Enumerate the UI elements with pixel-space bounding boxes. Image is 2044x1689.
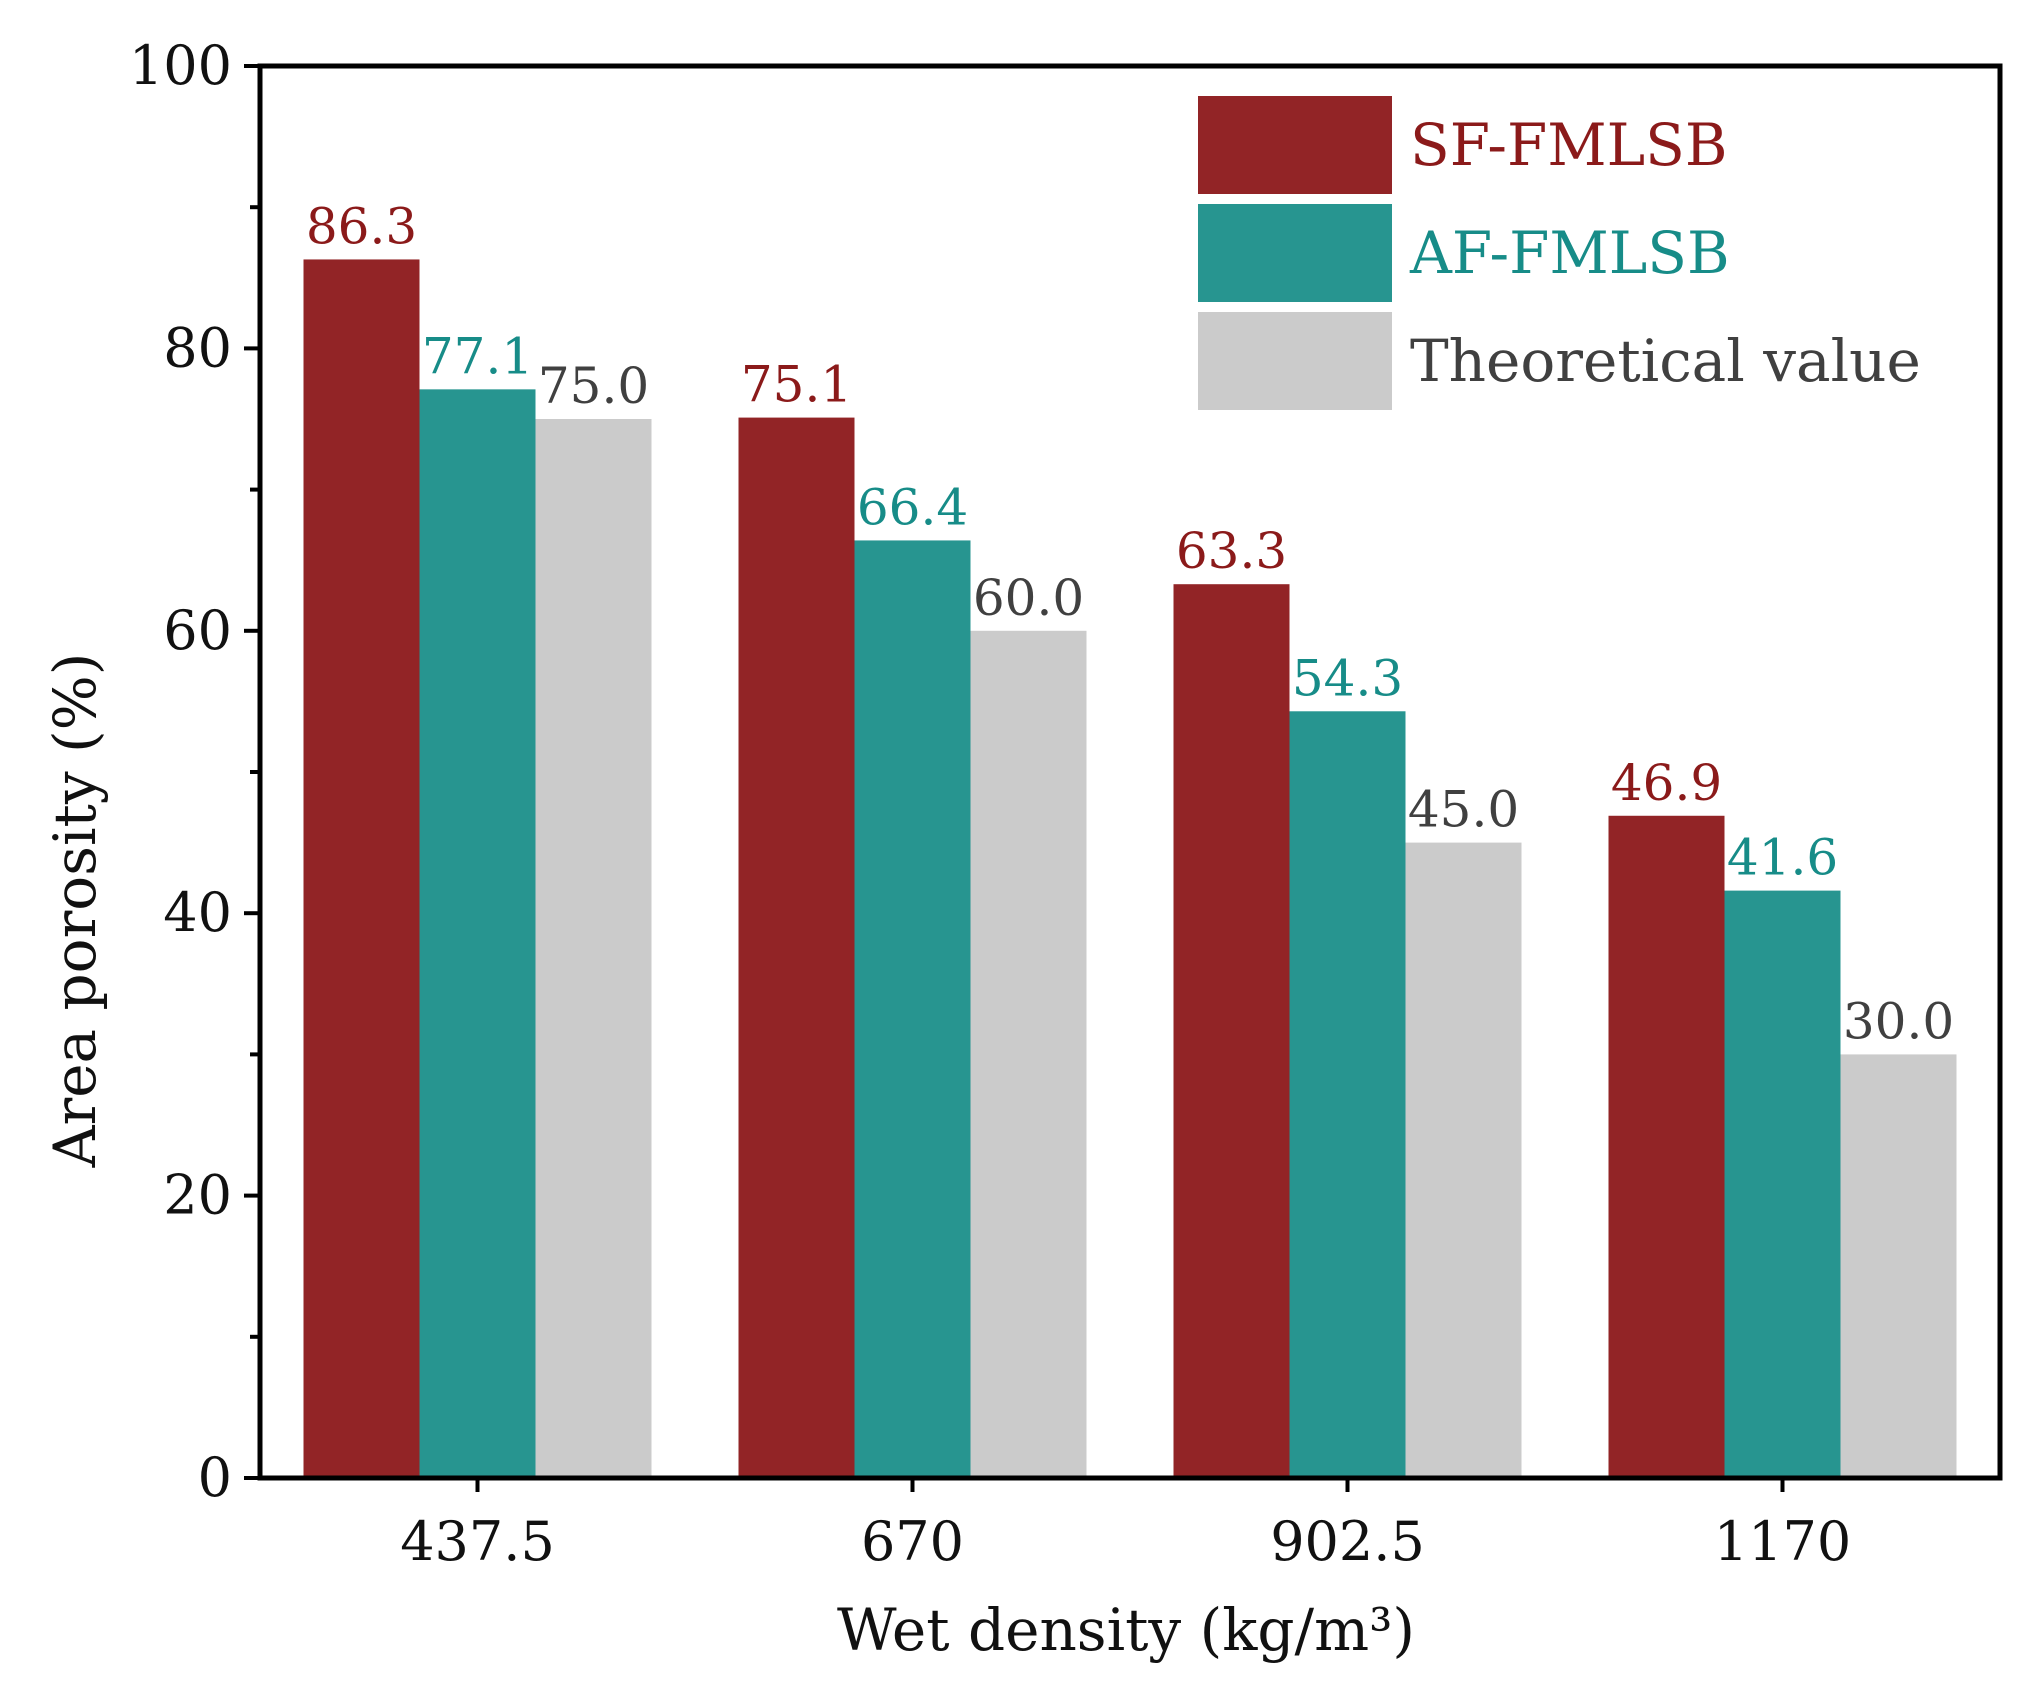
data-label: 75.0: [538, 357, 649, 415]
value-labels-layer: 86.3 75.1 63.3 46.9 77.1 66.4 54.3 41.6 75.0 60.0…: [306, 197, 1954, 1050]
y-tick-label: 60: [163, 599, 232, 662]
bar-theoretical-value-1: [970, 630, 1087, 1478]
bar-sf-fmlsb-3: [1608, 815, 1725, 1478]
bar-sf-fmlsb-1: [738, 417, 855, 1478]
x-axis-title: Wet density (kg/m³): [837, 1596, 1415, 1664]
bar-theoretical-value-0: [535, 419, 652, 1478]
bar-af-fmlsb-2: [1289, 711, 1406, 1478]
data-label: 54.3: [1292, 649, 1403, 707]
bar-af-fmlsb-1: [854, 540, 971, 1478]
legend-swatch: [1198, 204, 1392, 302]
y-tick-label: 80: [163, 316, 232, 379]
bars-layer: [303, 259, 1957, 1479]
data-label: 45.0: [1408, 781, 1519, 839]
x-tick-label: 902.5: [1270, 1510, 1425, 1573]
legend-swatch: [1198, 312, 1392, 410]
data-label: 41.6: [1727, 829, 1838, 887]
legend: SF-FMLSB AF-FMLSB Theoretical value: [1198, 96, 1921, 410]
bar-af-fmlsb-0: [419, 389, 536, 1478]
data-label: 46.9: [1611, 754, 1722, 812]
data-label: 86.3: [306, 197, 417, 255]
y-tick-label: 0: [198, 1446, 232, 1509]
y-tick-label: 40: [163, 881, 232, 944]
data-label: 63.3: [1176, 522, 1287, 580]
x-tick-label: 1170: [1714, 1510, 1851, 1573]
bar-theoretical-value-2: [1405, 842, 1522, 1478]
data-label: 60.0: [973, 569, 1084, 627]
bar-af-fmlsb-3: [1724, 890, 1841, 1478]
y-tick-label: 100: [129, 34, 232, 97]
data-label: 75.1: [741, 356, 852, 414]
x-tick-label: 437.5: [400, 1510, 555, 1573]
y-tick-label: 20: [163, 1164, 232, 1227]
legend-label: SF-FMLSB: [1410, 111, 1727, 179]
data-label: 30.0: [1843, 992, 1954, 1050]
y-axis-title: Area porosity (%): [41, 653, 109, 1169]
data-label: 77.1: [422, 327, 533, 385]
legend-swatch: [1198, 96, 1392, 194]
bar-sf-fmlsb-0: [303, 259, 420, 1479]
data-label: 66.4: [857, 478, 968, 536]
legend-label: AF-FMLSB: [1409, 219, 1730, 287]
axes-layer: 0 20 40 60 80 100 437.5 670 902.5 1170: [129, 34, 2003, 1573]
bar-theoretical-value-3: [1840, 1054, 1957, 1478]
bar-sf-fmlsb-2: [1173, 584, 1290, 1478]
legend-label: Theoretical value: [1410, 327, 1921, 395]
x-tick-label: 670: [861, 1510, 964, 1573]
